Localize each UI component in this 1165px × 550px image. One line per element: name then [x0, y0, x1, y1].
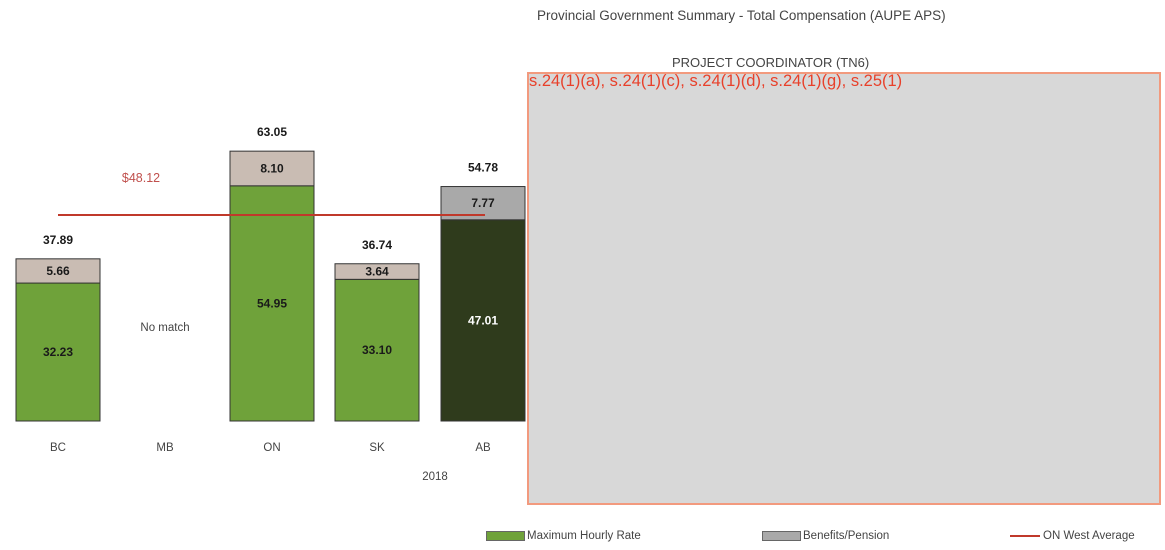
total-label-bc: 37.89: [43, 233, 73, 247]
bar-max-rate-bc: [15, 282, 101, 422]
data-label-benefits-on: 8.10: [260, 161, 284, 175]
legend-item-average: ON West Average: [1010, 530, 1135, 542]
redaction-text: s.24(1)(a), s.24(1)(c), s.24(1)(d), s.24…: [529, 72, 903, 90]
data-label-max-rate-bc: 32.23: [43, 345, 73, 359]
no-match-label: No match: [140, 322, 189, 334]
bar-benefits-bc: [15, 258, 101, 284]
legend-label-max-rate: Maximum Hourly Rate: [527, 530, 641, 542]
category-label-mb: MB: [156, 442, 174, 454]
bar-benefits-sk: [334, 263, 420, 280]
legend-label-benefits: Benefits/Pension: [803, 530, 890, 542]
bar-max-rate-on: [229, 185, 315, 422]
legend-line-average: [1010, 535, 1040, 537]
redaction-box: [527, 72, 1161, 505]
data-label-benefits-sk: 3.64: [365, 265, 389, 279]
group-label: 2018: [422, 471, 448, 483]
data-label-max-rate-on: 54.95: [257, 296, 287, 310]
category-label-ab: AB: [475, 442, 491, 454]
bar-benefits-on: [229, 150, 315, 187]
bar-max-rate-ab: [440, 219, 526, 422]
legend-item-max-rate: Maximum Hourly Rate: [486, 530, 641, 542]
average-value-label: $48.12: [122, 171, 160, 185]
total-label-sk: 36.74: [362, 238, 392, 252]
legend-swatch-benefits: [762, 531, 801, 541]
chart-title: Provincial Government Summary - Total Co…: [537, 8, 946, 23]
total-label-ab: 54.78: [468, 161, 498, 175]
legend-label-average: ON West Average: [1043, 530, 1135, 542]
data-label-benefits-bc: 5.66: [46, 264, 70, 278]
legend-item-benefits: Benefits/Pension: [762, 530, 889, 542]
legend-swatch-max-rate: [486, 531, 525, 541]
chart-subtitle: PROJECT COORDINATOR (TN6): [672, 55, 870, 70]
data-label-max-rate-ab: 47.01: [468, 313, 498, 327]
data-label-max-rate-sk: 33.10: [362, 343, 392, 357]
data-label-benefits-ab: 7.77: [471, 196, 495, 210]
category-label-bc: BC: [50, 442, 66, 454]
category-label-on: ON: [263, 442, 280, 454]
category-label-sk: SK: [369, 442, 385, 454]
total-label-on: 63.05: [257, 125, 287, 139]
bar-max-rate-sk: [334, 278, 420, 422]
